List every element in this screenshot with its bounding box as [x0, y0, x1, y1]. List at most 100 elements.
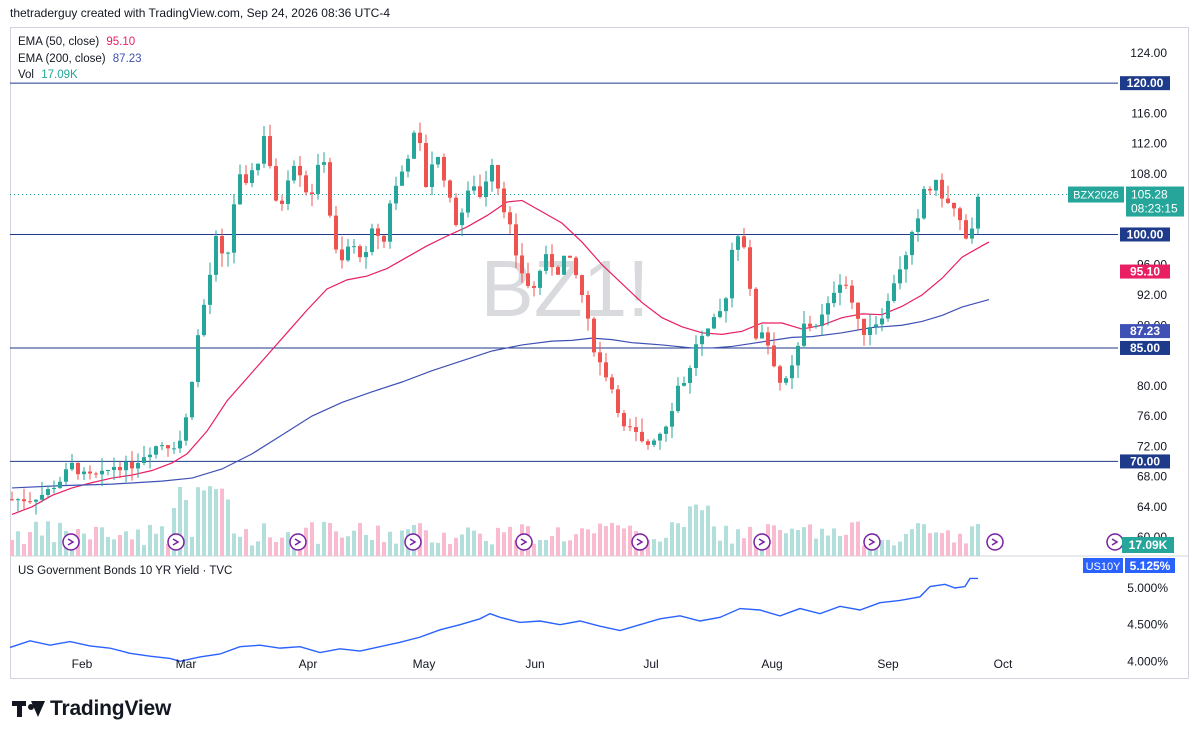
- candle-body: [268, 136, 272, 167]
- symbol-tag-bg: [1068, 186, 1124, 203]
- candle-body: [952, 202, 956, 209]
- event-marker-icon: [631, 533, 649, 551]
- volume-bar: [472, 530, 476, 556]
- volume-bar: [802, 527, 806, 556]
- volume-bar: [550, 536, 554, 556]
- price-tick-0: 124.00: [1130, 46, 1167, 60]
- candle-body: [610, 377, 614, 390]
- event-markers[interactable]: [62, 533, 1124, 551]
- candle-body: [16, 499, 20, 501]
- volume-bar: [190, 536, 194, 556]
- event-marker-icon: [863, 533, 881, 551]
- candle-body: [430, 164, 434, 188]
- volume-bar: [280, 537, 284, 556]
- tradingview-brand[interactable]: TradingView: [12, 697, 171, 721]
- candle-body: [10, 499, 14, 501]
- candle-body: [586, 295, 590, 319]
- volume-bar: [532, 543, 536, 556]
- candle-body: [730, 249, 734, 299]
- volume-bar: [142, 545, 146, 556]
- level-tag-bg: [1120, 76, 1170, 91]
- candle-body: [742, 236, 746, 248]
- candle-body: [910, 231, 914, 256]
- volume-bar: [478, 533, 482, 556]
- candle-body: [166, 445, 170, 449]
- candle-body: [526, 273, 530, 286]
- candle-body: [310, 192, 314, 195]
- event-marker-icon: [1106, 533, 1124, 551]
- chart-header: thetraderguy created with TradingView.co…: [10, 6, 390, 20]
- volume-bar: [316, 543, 320, 556]
- volume-bar: [52, 542, 56, 556]
- candle-body: [784, 378, 788, 383]
- candle-body: [928, 188, 932, 191]
- candle-body: [976, 196, 980, 229]
- legend-ema50-label: EMA (50, close): [18, 36, 100, 48]
- legend-vol-label: Vol: [18, 69, 34, 81]
- volume-bar: [448, 543, 452, 556]
- event-arrow-icon: [758, 538, 766, 546]
- level-tag-bg: [1120, 340, 1170, 355]
- ema-lines: [11, 199, 990, 515]
- candle-body: [340, 249, 344, 261]
- volume-bar: [214, 489, 218, 556]
- volume-bar: [442, 532, 446, 556]
- candle-body: [250, 170, 254, 184]
- volume-bar: [148, 524, 152, 556]
- volume-bar: [262, 523, 266, 556]
- volume-bar: [454, 537, 458, 556]
- candle-body: [196, 335, 200, 383]
- event-arrow-icon: [409, 538, 417, 546]
- volume-bar: [82, 533, 86, 556]
- candle-body: [316, 164, 320, 195]
- candle-body: [838, 284, 842, 293]
- candle-body: [46, 489, 50, 495]
- candle-body: [76, 462, 80, 475]
- volume-bar: [592, 533, 596, 556]
- volume-bar: [34, 521, 38, 556]
- candle-body: [862, 318, 866, 335]
- volume-bar: [898, 541, 902, 556]
- candle-body: [796, 345, 800, 366]
- candle-body: [466, 190, 470, 213]
- volume-bar: [334, 531, 338, 556]
- price-tick-9: 72.00: [1137, 439, 1167, 453]
- candle-body: [154, 446, 158, 455]
- horizontal-levels[interactable]: [10, 82, 1118, 462]
- time-axis[interactable]: Feb Mar Apr May Jun Jul Aug Sep Oct: [72, 657, 1013, 671]
- candle-body: [802, 323, 806, 346]
- candle-body: [568, 255, 572, 258]
- legend-ema200[interactable]: EMA (200, close) 87.23: [18, 53, 142, 65]
- volume-bar: [394, 543, 398, 556]
- candle-body: [118, 466, 122, 471]
- volume-bar: [676, 523, 680, 556]
- volume-bar: [184, 500, 188, 556]
- volume-bar: [790, 528, 794, 556]
- volume-bar: [364, 534, 368, 556]
- candle-body: [454, 197, 458, 226]
- volume-series: [10, 486, 980, 556]
- candle-body: [538, 270, 542, 288]
- candle-body: [34, 499, 38, 502]
- candle-body: [28, 501, 32, 503]
- volume-bar: [274, 541, 278, 556]
- candle-body: [418, 132, 422, 144]
- volume-tag: 17.09K: [1129, 538, 1168, 552]
- candle-body: [442, 156, 446, 181]
- volume-bar: [484, 540, 488, 556]
- legend-volume[interactable]: Vol 17.09K: [18, 69, 78, 81]
- legend-ema50[interactable]: EMA (50, close) 95.10: [18, 36, 135, 48]
- volume-bar: [562, 541, 566, 556]
- candle-body: [964, 220, 968, 239]
- price-axis[interactable]: 124.00116.00112.00108.0096.0092.0088.008…: [1068, 46, 1184, 668]
- candle-body: [382, 235, 386, 242]
- event-marker-icon: [986, 533, 1004, 551]
- brand-name: TradingView: [50, 697, 172, 720]
- volume-bar: [208, 486, 212, 556]
- volume-bar: [694, 504, 698, 556]
- event-marker-icon: [167, 533, 185, 551]
- candle-body: [274, 166, 278, 201]
- candle-body: [100, 470, 104, 475]
- candle-body: [232, 204, 236, 253]
